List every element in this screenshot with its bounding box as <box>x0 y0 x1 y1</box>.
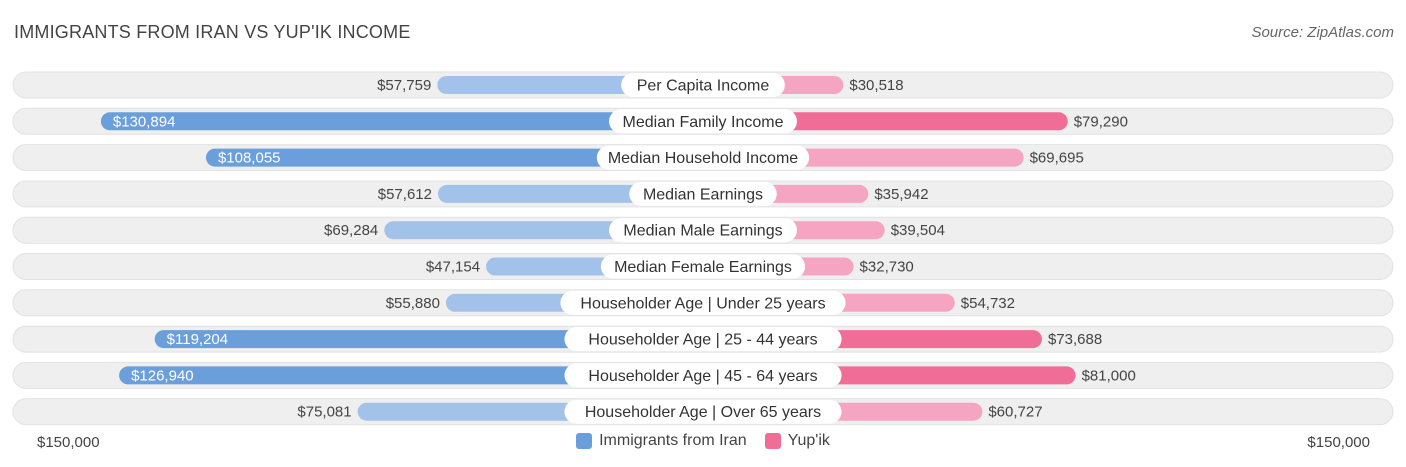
legend-label-yupik: Yup'ik <box>787 432 830 449</box>
value-label-yupik: $30,518 <box>849 77 903 94</box>
legend-label-iran: Immigrants from Iran <box>599 432 747 449</box>
bar-iran <box>205 148 703 167</box>
category-label: Median Earnings <box>643 186 763 203</box>
value-label-yupik: $32,730 <box>860 259 914 276</box>
value-label-iran: $130,894 <box>113 113 176 130</box>
category-label-background <box>609 109 797 134</box>
value-label-yupik: $73,688 <box>1048 331 1102 348</box>
category-label-background <box>609 218 797 243</box>
source-credit: Source: ZipAtlas.com <box>1251 24 1394 41</box>
legend-swatch-yupik <box>764 433 781 449</box>
category-label-background <box>600 254 806 279</box>
value-label-iran: $69,284 <box>324 222 378 239</box>
category-label-background <box>596 145 810 170</box>
diverging-bar-chart: Per Capita Income $57,759 $30,518 Median Fa… <box>12 71 1394 426</box>
chart-title: IMMIGRANTS FROM IRAN VS YUP'IK INCOME <box>14 22 411 42</box>
legend-item-iran: Immigrants from Iran <box>576 432 747 450</box>
legend-item-yupik: Yup'ik <box>764 432 830 450</box>
category-label-background <box>564 399 842 424</box>
value-label-iran: $57,759 <box>377 77 431 94</box>
category-label-background <box>564 363 842 388</box>
value-label-yupik: $81,000 <box>1082 367 1136 384</box>
value-label-iran: $47,154 <box>426 259 480 276</box>
axis-label-left: $150,000 <box>37 434 100 451</box>
category-label: Median Female Earnings <box>614 259 792 276</box>
value-label-yupik: $60,727 <box>988 404 1042 421</box>
category-label-background <box>564 327 842 352</box>
value-label-yupik: $69,695 <box>1030 150 1084 167</box>
legend-swatch-iran <box>576 433 593 449</box>
legend: Immigrants from Iran Yup'ik <box>0 432 1406 450</box>
category-label: Householder Age | Under 25 years <box>580 295 825 312</box>
value-label-yupik: $39,504 <box>891 222 945 239</box>
bar-iran <box>100 112 704 131</box>
category-label: Median Household Income <box>608 150 798 167</box>
category-label: Median Male Earnings <box>623 223 782 240</box>
category-label: Median Family Income <box>623 114 784 131</box>
category-label: Per Capita Income <box>637 78 770 95</box>
category-label: Householder Age | 25 - 44 years <box>588 332 817 349</box>
category-label: Householder Age | Over 65 years <box>585 404 821 421</box>
value-label-iran: $75,081 <box>297 404 351 421</box>
value-label-iran: $126,940 <box>131 367 194 384</box>
axis-label-right: $150,000 <box>1307 434 1370 451</box>
value-label-yupik: $35,942 <box>874 186 928 203</box>
value-label-iran: $119,204 <box>167 331 228 348</box>
category-label-background <box>560 290 846 315</box>
category-label-background <box>629 181 777 206</box>
value-label-yupik: $79,290 <box>1074 113 1128 130</box>
bar-iran <box>119 366 704 385</box>
value-label-iran: $57,612 <box>378 186 432 203</box>
value-label-iran: $55,880 <box>386 295 440 312</box>
value-label-iran: $108,055 <box>218 150 281 167</box>
category-label-background <box>621 73 785 97</box>
value-label-yupik: $54,732 <box>961 295 1015 312</box>
category-label: Householder Age | 45 - 64 years <box>588 368 817 385</box>
